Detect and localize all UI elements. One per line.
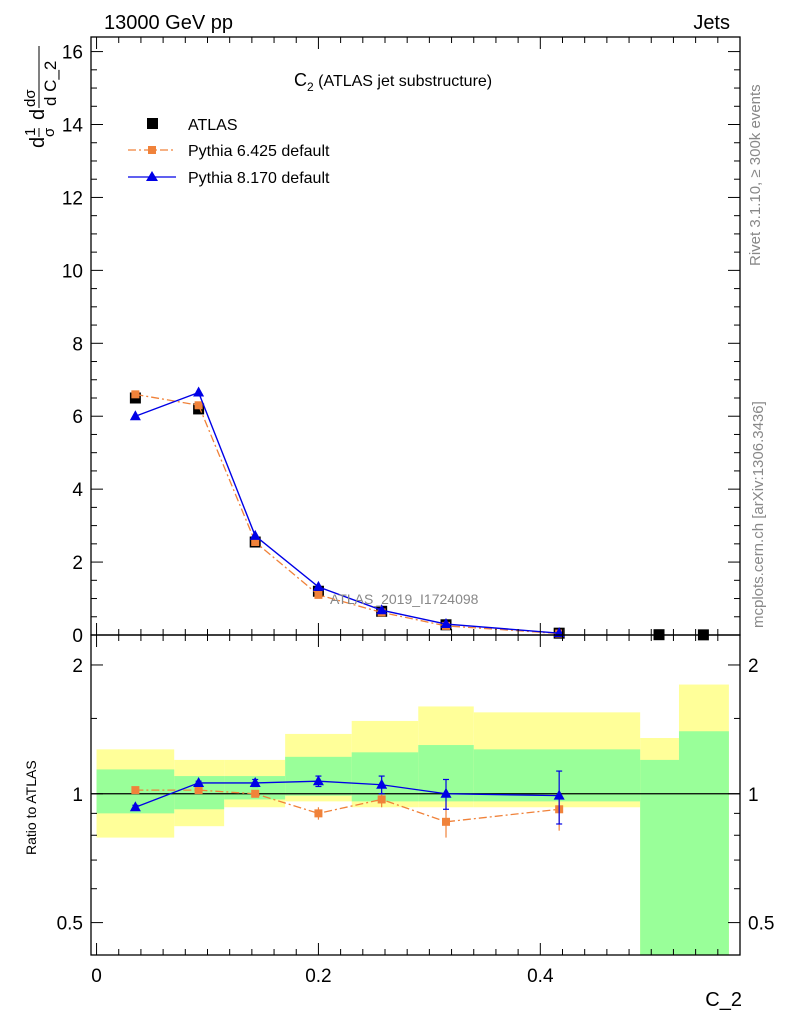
ratio-pythia8-point — [553, 789, 565, 800]
ratio-y-tick-label-right: 1 — [748, 785, 759, 806]
header-process-label: Jets — [693, 12, 730, 34]
ratio-y-tick-label-right: 0.5 — [748, 914, 774, 935]
main-y-tick-label: 2 — [72, 553, 83, 574]
pythia6-point — [251, 538, 260, 547]
legend-pythia6-marker — [148, 146, 156, 154]
y-title-dc2: d C_2 — [41, 61, 60, 106]
ratio-pythia6-point — [314, 809, 323, 818]
ratio-pythia6-point — [131, 786, 140, 795]
ratio-plot-frame — [90, 634, 741, 956]
ratio-pythia8-point — [129, 801, 141, 812]
x-axis-title: C_2 — [705, 989, 742, 1011]
pythia8-point — [440, 618, 452, 629]
ratio-pythia8-point — [312, 775, 324, 786]
chart-title: C2 (ATLAS jet substructure) — [294, 70, 492, 94]
ratio-pythia6-point — [251, 789, 260, 798]
main-y-tick-label: 16 — [62, 43, 83, 64]
ratio-pythia6-point — [442, 817, 451, 826]
pythia6-point — [314, 590, 323, 599]
main-y-tick-label: 0 — [72, 626, 83, 647]
ratio-green-band — [678, 731, 729, 955]
y-title-d1: d — [27, 137, 49, 148]
mcplots-source-label: mcplots.cern.ch [arXiv:1306.3436] — [750, 401, 767, 628]
ratio-pythia8-point — [249, 776, 261, 787]
pythia8-point — [312, 580, 324, 591]
analysis-label: ATLAS_2019_I1724098 — [330, 591, 479, 607]
main-y-tick-label: 14 — [62, 116, 84, 137]
legend: ATLAS Pythia 6.425 default Pythia 8.170 … — [128, 117, 330, 187]
ratio-y-tick-label: 2 — [72, 656, 83, 677]
ratio-pythia8-point — [193, 776, 205, 787]
ratio-y-axis-title: Ratio to ATLAS — [23, 760, 39, 855]
main-y-axis-title: d 1 σ d dσ d C_2 — [22, 46, 60, 148]
ratio-pythia8-point — [440, 787, 452, 798]
y-title-dsigma: dσ — [22, 89, 39, 107]
legend-atlas-label: ATLAS — [188, 117, 238, 134]
ratio-green-band — [473, 749, 641, 802]
main-y-tick-label: 4 — [72, 480, 83, 501]
pythia8-point — [376, 604, 388, 615]
legend-pythia8-label: Pythia 8.170 default — [188, 170, 330, 187]
main-y-tick-label: 10 — [62, 261, 83, 282]
x-tick-label: 0.4 — [527, 966, 554, 987]
y-title-sigma: σ — [41, 127, 58, 137]
ratio-y-tick-label-right: 2 — [748, 656, 759, 677]
main-y-tick-label: 8 — [72, 334, 83, 355]
main-y-tick-label: 6 — [72, 407, 83, 428]
legend-atlas-marker — [147, 118, 158, 129]
ratio-pythia6-point — [194, 786, 203, 795]
legend-pythia8-marker — [146, 171, 158, 181]
pythia8-point — [193, 386, 205, 397]
main-y-tick-label: 12 — [62, 188, 83, 209]
y-title-d2: d — [27, 109, 49, 120]
ratio-green-band — [640, 759, 679, 955]
x-tick-label: 0.2 — [305, 966, 331, 987]
header-energy-label: 13000 GeV pp — [104, 12, 233, 34]
pythia6-point — [194, 401, 203, 410]
pythia6-point — [131, 390, 140, 399]
ratio-y-tick-label: 1 — [72, 785, 83, 806]
pythia8-point — [249, 529, 261, 540]
ratio-y-tick-label: 0.5 — [57, 914, 83, 935]
y-title-one: 1 — [22, 128, 39, 136]
pythia8-point — [129, 410, 141, 421]
legend-pythia6-label: Pythia 6.425 default — [188, 143, 330, 160]
ratio-pythia8-point — [376, 778, 388, 789]
ratio-pythia6-point — [377, 795, 386, 804]
x-tick-label: 0 — [91, 966, 102, 987]
rivet-version-label: Rivet 3.1.10, ≥ 300k events — [747, 84, 764, 266]
